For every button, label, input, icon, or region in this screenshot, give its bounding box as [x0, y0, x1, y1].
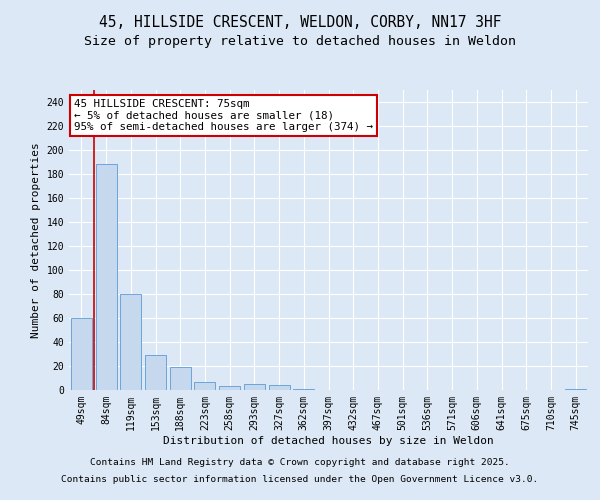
Bar — [170, 367, 191, 390]
Bar — [244, 384, 265, 390]
Bar — [293, 389, 314, 390]
Bar — [194, 382, 215, 390]
Bar — [95, 164, 116, 390]
Bar — [269, 385, 290, 390]
Bar — [219, 386, 240, 390]
X-axis label: Distribution of detached houses by size in Weldon: Distribution of detached houses by size … — [163, 436, 494, 446]
Bar — [565, 389, 586, 390]
Y-axis label: Number of detached properties: Number of detached properties — [31, 142, 41, 338]
Text: 45, HILLSIDE CRESCENT, WELDON, CORBY, NN17 3HF: 45, HILLSIDE CRESCENT, WELDON, CORBY, NN… — [99, 15, 501, 30]
Text: 45 HILLSIDE CRESCENT: 75sqm
← 5% of detached houses are smaller (18)
95% of semi: 45 HILLSIDE CRESCENT: 75sqm ← 5% of deta… — [74, 99, 373, 132]
Text: Contains HM Land Registry data © Crown copyright and database right 2025.: Contains HM Land Registry data © Crown c… — [90, 458, 510, 467]
Bar — [120, 294, 141, 390]
Text: Contains public sector information licensed under the Open Government Licence v3: Contains public sector information licen… — [61, 474, 539, 484]
Bar — [71, 318, 92, 390]
Text: Size of property relative to detached houses in Weldon: Size of property relative to detached ho… — [84, 34, 516, 48]
Bar — [145, 355, 166, 390]
